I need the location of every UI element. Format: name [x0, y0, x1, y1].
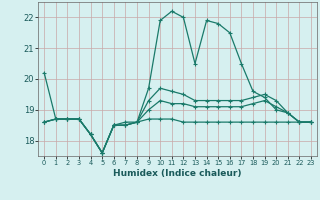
X-axis label: Humidex (Indice chaleur): Humidex (Indice chaleur) — [113, 169, 242, 178]
